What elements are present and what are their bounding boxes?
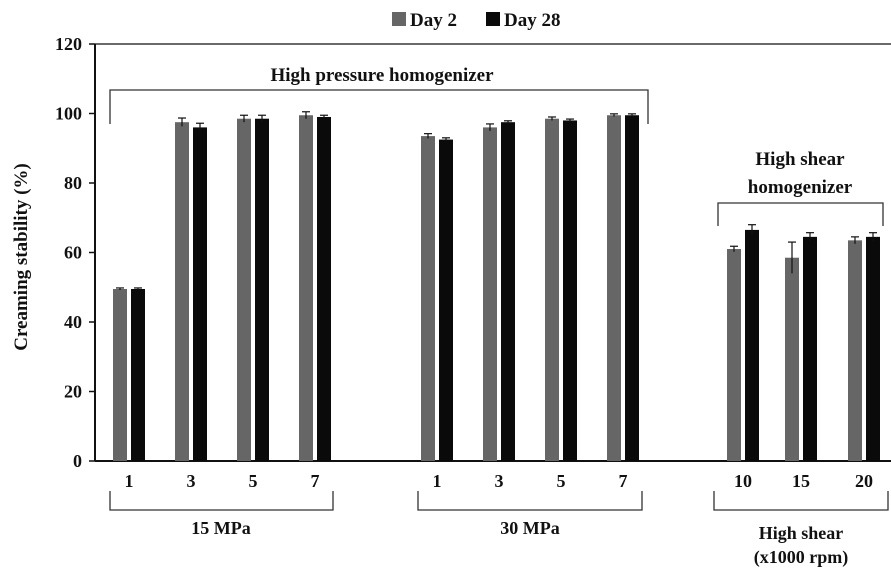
bar-day2 [785,257,799,461]
bar-day2 [607,115,621,462]
y-axis-label: Creaming stability (%) [11,163,32,351]
bar-day28 [866,236,880,461]
x-tick-label: 1 [433,471,442,491]
bar-day28 [501,122,515,461]
x-tick-label: 7 [311,471,320,491]
group-30mpa-label: 30 MPa [500,518,559,538]
x-tick-label: 20 [855,471,873,491]
x-tick-label: 3 [187,471,196,491]
bar-day2 [113,288,127,461]
legend-swatch-day2 [392,12,406,26]
hs-annotation-line1: High shear [755,149,845,170]
hp-annotation: High pressure homogenizer [109,65,649,124]
y-tick-label: 40 [64,312,82,332]
group-15mpa-bracket [109,491,334,511]
group-30mpa: 30 MPa [417,491,643,538]
group-30mpa-bracket [417,491,643,511]
x-tick-label: 5 [249,471,258,491]
x-tick-label: 3 [495,471,504,491]
legend: Day 2 Day 28 [392,10,560,31]
bar-day28 [563,120,577,461]
bar-day2 [545,118,559,462]
y-tick-label: 100 [55,104,82,124]
x-tick-label: 7 [619,471,628,491]
hs-annotation-line2: homogenizer [748,177,853,198]
y-tick-label: 60 [64,243,82,263]
bar-day2 [175,122,189,461]
bar-day2 [237,118,251,462]
x-tick-label: 1 [125,471,134,491]
x-tick-labels: 1 3 5 7 1 3 5 7 10 15 20 [125,471,874,491]
y-tick-label: 120 [55,34,82,54]
bar-day28 [745,229,759,461]
bar-day2 [483,127,497,462]
hs-bracket [717,202,884,226]
y-ticks: 0 20 40 60 80 100 120 [55,34,95,471]
group-highshear-label-line2: (x1000 rpm) [754,547,848,568]
hp-annotation-label: High pressure homogenizer [270,65,494,86]
y-tick-label: 0 [73,451,82,471]
legend-label-day28: Day 28 [504,10,560,31]
legend-swatch-day28 [486,12,500,26]
bar-day28 [439,139,453,461]
y-tick-label: 20 [64,382,82,402]
hs-annotation: High shear homogenizer [717,149,884,226]
bar-day28 [255,118,269,462]
group-highshear-bracket [713,491,889,511]
bar-day28 [131,288,145,461]
group-15mpa-label: 15 MPa [191,518,250,538]
bar-day2 [727,249,741,461]
bar-day28 [625,115,639,462]
bar-day28 [803,236,817,461]
y-tick-label: 80 [64,173,82,193]
group-15mpa: 15 MPa [109,491,334,538]
bars [113,111,880,462]
x-tick-label: 5 [557,471,566,491]
group-highshear: High shear (x1000 rpm) [713,491,889,568]
x-tick-label: 15 [792,471,810,491]
bar-day2 [421,136,435,461]
bar-day28 [317,116,331,461]
bar-day2 [299,115,313,462]
x-tick-label: 10 [734,471,752,491]
bar-day2 [848,240,862,461]
group-highshear-label-line1: High shear [759,523,844,543]
bar-day28 [193,127,207,462]
hp-bracket [109,89,649,124]
legend-label-day2: Day 2 [410,10,457,31]
